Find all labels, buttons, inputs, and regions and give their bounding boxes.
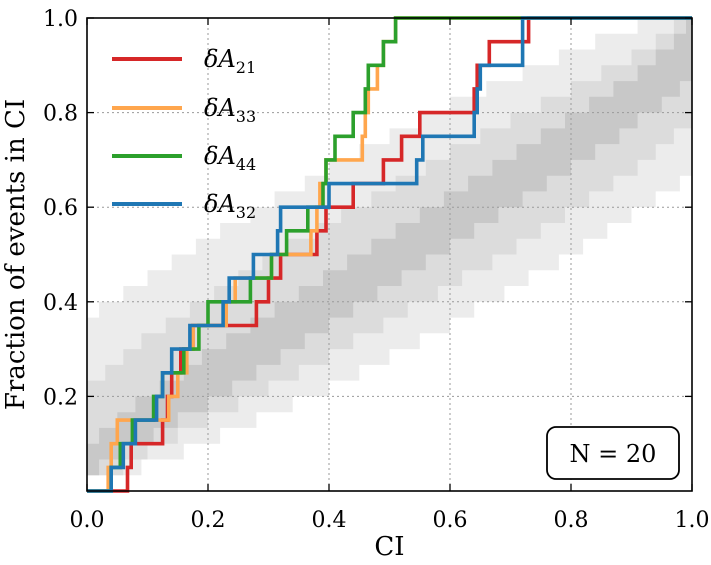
legend-entry-dA21: δA21 bbox=[112, 45, 256, 77]
legend: δA21 δA33 δA44 δA32 bbox=[112, 45, 256, 222]
annotation-text: N = 20 bbox=[570, 440, 657, 468]
x-tick-label: 0.6 bbox=[433, 508, 468, 533]
y-tick-label: 0.4 bbox=[43, 291, 78, 316]
legend-label-dA44: δA bbox=[204, 142, 236, 170]
legend-sub-dA32: 32 bbox=[236, 203, 256, 222]
legend-sub-dA33: 33 bbox=[236, 107, 256, 126]
x-tick-label: 0.8 bbox=[554, 508, 589, 533]
x-tick-label: 1.0 bbox=[675, 508, 710, 533]
y-tick-label: 1.0 bbox=[43, 7, 78, 32]
svg-text:δA33: δA33 bbox=[204, 94, 256, 126]
y-tick-label: 0.2 bbox=[43, 385, 78, 410]
legend-sub-dA44: 44 bbox=[236, 155, 256, 174]
x-tick-label: 0.0 bbox=[70, 508, 105, 533]
svg-text:δA44: δA44 bbox=[204, 142, 256, 174]
x-tick-label: 0.4 bbox=[312, 508, 347, 533]
confidence-bands bbox=[87, 18, 692, 491]
band-1-sigma bbox=[87, 18, 692, 491]
grid bbox=[87, 18, 692, 491]
annotation-frame bbox=[546, 426, 680, 480]
tick-labels: 0.0 0.2 0.4 0.6 0.8 1.0 0.2 0.4 0.6 0.8 1.0 bbox=[43, 7, 710, 533]
legend-label-dA21: δA bbox=[204, 45, 236, 73]
annotation-box: N = 20 bbox=[546, 426, 680, 480]
svg-text:δA32: δA32 bbox=[204, 190, 256, 222]
legend-label-dA33: δA bbox=[204, 94, 236, 122]
x-axis-title: CI bbox=[374, 532, 404, 562]
svg-text:δA21: δA21 bbox=[204, 45, 256, 77]
x-tick-label: 0.2 bbox=[191, 508, 226, 533]
legend-label-dA32: δA bbox=[204, 190, 236, 218]
y-tick-label: 0.8 bbox=[43, 102, 78, 127]
y-axis-title: Fraction of events in CI bbox=[1, 99, 31, 410]
legend-entry-dA44: δA44 bbox=[112, 142, 256, 174]
legend-entry-dA33: δA33 bbox=[112, 94, 256, 126]
plot-frame bbox=[86, 17, 693, 492]
y-tick-label: 0.6 bbox=[43, 196, 78, 221]
legend-entry-dA32: δA32 bbox=[112, 190, 256, 222]
legend-sub-dA21: 21 bbox=[236, 58, 256, 77]
